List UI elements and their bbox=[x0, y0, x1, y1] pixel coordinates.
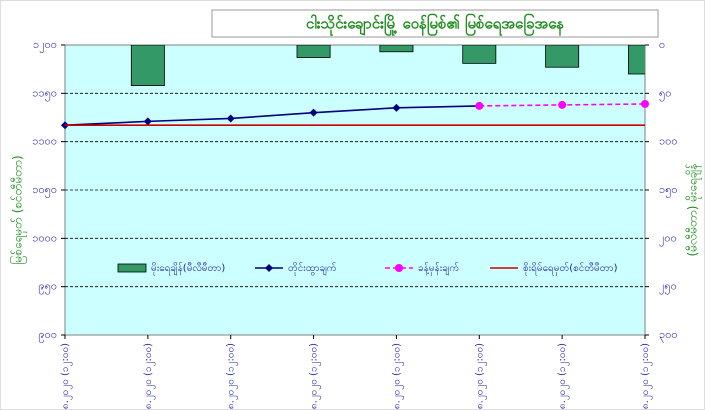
x-tick-label: ၆.၈.၂၀၂၀ (၁၂:၀၀) bbox=[307, 343, 322, 410]
y2-tick-label: ၁၅၀ bbox=[659, 183, 678, 198]
y2-axis-title: (မီလီမီတာ) မိုးရေချိန် bbox=[685, 164, 703, 257]
marker bbox=[392, 103, 401, 112]
legend-marker bbox=[395, 264, 403, 272]
y2-tick-label: ၃၀၀ bbox=[659, 328, 678, 343]
y2-tick-label: ၂၅၀ bbox=[659, 280, 677, 295]
bar bbox=[379, 45, 414, 53]
marker bbox=[558, 100, 567, 109]
y-tick-label: ၉၅၀ bbox=[38, 280, 57, 295]
x-tick-label: ၉.၈.၂၀၂၀ (၁၂:၀၀) bbox=[557, 343, 570, 410]
bar bbox=[628, 45, 645, 75]
title-box bbox=[211, 9, 659, 38]
marker bbox=[226, 114, 235, 123]
y-tick-label: ၁၁၀၀ bbox=[32, 135, 57, 148]
legend-label: စိုးရိမ်ရေမှတ်(စင်တီမီတာ) bbox=[523, 261, 618, 276]
x-tick-label: ၅.၈.၂၀၂၀ (၁၂:၀၀) bbox=[226, 343, 239, 410]
marker bbox=[309, 108, 318, 117]
legend-label: ခန့်မှန်းချက် bbox=[418, 261, 459, 276]
marker bbox=[641, 99, 649, 108]
y-tick-label: ၁၀၀၀ bbox=[32, 231, 57, 244]
y2-tick-label: ၁၀၀ bbox=[659, 135, 678, 148]
x-tick-label: ၁၀.၈.၂၀၂၀ (၁၂:၀၀) bbox=[640, 343, 653, 410]
plot-content bbox=[130, 45, 645, 86]
legend-swatch bbox=[117, 263, 147, 273]
marker bbox=[475, 101, 484, 110]
y-axis-title: မြစ်ရေမှတ် (စင်တီမီတာ) bbox=[9, 155, 28, 264]
x-tick-label: ၃.၈.၂၀၂၀ (၁၂:၀၀) bbox=[60, 343, 73, 410]
bar bbox=[296, 45, 331, 58]
y-tick-label: ၁၀၅၀ bbox=[32, 183, 57, 198]
legend-label: မိုးရေချိန်(မီလီမီတာ) bbox=[151, 261, 225, 276]
y2-tick-label: ၀ bbox=[659, 38, 665, 51]
legend-marker bbox=[265, 264, 273, 272]
y2-tick-label: ၂၀၀ bbox=[659, 231, 677, 246]
line bbox=[64, 105, 480, 127]
x-tick-label: ၈.၈.၂၀၂၀ (၁၂:၀၀) bbox=[474, 343, 487, 410]
y-tick-label: ၁၂၀၀ bbox=[33, 38, 57, 53]
x-tick-label: ၇.၈.၂၀၂၀ (၁၂:၀၀) bbox=[391, 343, 404, 410]
bar bbox=[545, 45, 580, 68]
legend-label: တိုင်းထွာချက် bbox=[288, 261, 337, 276]
y-tick-label: ၉၀၀ bbox=[38, 328, 57, 343]
y2-tick-label: ၅၀ bbox=[659, 86, 671, 101]
y-tick-label: ၁၁၅၀ bbox=[32, 86, 57, 101]
marker bbox=[143, 117, 152, 126]
bar bbox=[462, 45, 497, 64]
x-tick-label: ၄.၈.၂၀၂၀ (၁၂:၀၀) bbox=[143, 343, 156, 410]
bar bbox=[130, 45, 165, 86]
